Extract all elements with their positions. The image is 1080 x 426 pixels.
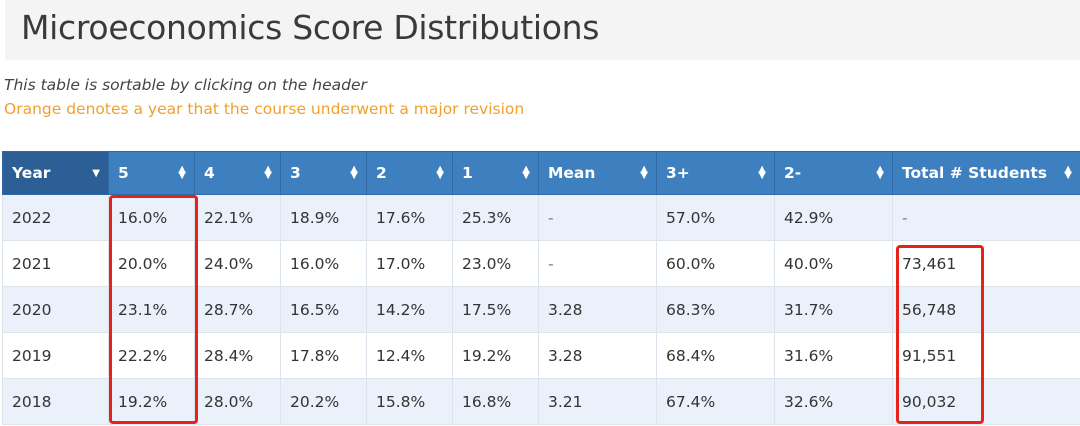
table-cell: 68.3% (656, 286, 775, 333)
table-cell: 40.0% (774, 240, 893, 287)
table-row: 2020 23.1% 28.7% 16.5% 14.2% 17.5% 3.28 68.3% 31… (2, 286, 1080, 333)
table-cell: 20.0% (108, 240, 195, 287)
score-distribution-table: Year ▼ 5 ▲ ▼ 4 ▲ ▼ 3 ▲ ▼ 2 ▲ ▼ 1 ▲ ▼ Mean ▲ ▼ 3+ ▲ ▼ 2-… (2, 151, 1080, 425)
table-cell: 28.0% (194, 378, 281, 425)
table-cell: 16.0% (280, 240, 367, 287)
table-row: 2021 20.0% 24.0% 16.0% 17.0% 23.0% -60.0% 40.0%… (2, 240, 1080, 287)
header-score-1[interactable]: 1 ▲ ▼ (452, 151, 539, 195)
table-cell: 16.8% (452, 378, 539, 425)
header-label: 5 (118, 164, 129, 182)
table-cell: 17.6% (366, 194, 453, 241)
table-cell: 32.6% (774, 378, 893, 425)
header-total-students[interactable]: Total # Students ▲ ▼ (892, 151, 1080, 195)
sort-updown-icon: ▲ ▼ (522, 164, 530, 181)
table-cell: 14.2% (366, 286, 453, 333)
table-cell: 20.2% (280, 378, 367, 425)
revision-note: Orange denotes a year that the course un… (4, 100, 525, 118)
table-cell: 16.5% (280, 286, 367, 333)
header-label: 3+ (666, 164, 690, 182)
table-cell: 68.4% (656, 332, 775, 379)
table-cell: 19.2% (108, 378, 195, 425)
sort-updown-icon: ▲ ▼ (264, 164, 272, 181)
table-cell: 12.4% (366, 332, 453, 379)
header-score-5[interactable]: 5 ▲ ▼ (108, 151, 195, 195)
table-cell: 23.0% (452, 240, 539, 287)
sort-updown-icon: ▲ ▼ (1064, 164, 1072, 181)
table-cell: - (538, 240, 657, 287)
header-label: 2 (376, 164, 387, 182)
table-cell: 42.9% (774, 194, 893, 241)
caret-down-icon: ▼ (92, 168, 100, 179)
table-cell: 23.1% (108, 286, 195, 333)
header-3-plus[interactable]: 3+ ▲ ▼ (656, 151, 775, 195)
table-cell: 16.0% (108, 194, 195, 241)
sort-updown-icon: ▲ ▼ (758, 164, 766, 181)
table-cell: 56,748 (892, 286, 1080, 333)
header-score-2[interactable]: 2 ▲ ▼ (366, 151, 453, 195)
table-cell: 17.5% (452, 286, 539, 333)
header-score-3[interactable]: 3 ▲ ▼ (280, 151, 367, 195)
header-label: Mean (548, 164, 596, 182)
table-cell: - (892, 194, 1080, 241)
table-cell: - (538, 194, 657, 241)
sortable-note: This table is sortable by clicking on th… (4, 76, 367, 94)
sort-updown-icon: ▲ ▼ (350, 164, 358, 181)
table-cell: 22.1% (194, 194, 281, 241)
header-label: Year (12, 164, 51, 182)
table-row: 2018 19.2% 28.0% 20.2% 15.8% 16.8% 3.21 67.4% 32… (2, 378, 1080, 425)
header-2-minus[interactable]: 2- ▲ ▼ (774, 151, 893, 195)
table-cell: 19.2% (452, 332, 539, 379)
table-cell: 17.0% (366, 240, 453, 287)
table-row: 2019 22.2% 28.4% 17.8% 12.4% 19.2% 3.28 68.4% 31… (2, 332, 1080, 379)
table-cell: 18.9% (280, 194, 367, 241)
table-cell: 3.28 (538, 332, 657, 379)
table-cell: 2021 (2, 240, 109, 287)
header-label: 3 (290, 164, 301, 182)
header-row: Year ▼ 5 ▲ ▼ 4 ▲ ▼ 3 ▲ ▼ 2 ▲ ▼ 1 ▲ ▼ Mean ▲ ▼ 3+ ▲ ▼ 2-… (2, 151, 1080, 195)
table-cell: 17.8% (280, 332, 367, 379)
table-cell: 67.4% (656, 378, 775, 425)
header-mean[interactable]: Mean ▲ ▼ (538, 151, 657, 195)
table-cell: 25.3% (452, 194, 539, 241)
sort-updown-icon: ▲ ▼ (436, 164, 444, 181)
table-cell: 57.0% (656, 194, 775, 241)
header-year[interactable]: Year ▼ (2, 151, 109, 195)
table-cell: 2019 (2, 332, 109, 379)
sort-updown-icon: ▲ ▼ (640, 164, 648, 181)
sort-updown-icon: ▲ ▼ (178, 164, 186, 181)
table-cell: 28.7% (194, 286, 281, 333)
table-cell: 24.0% (194, 240, 281, 287)
table-cell: 90,032 (892, 378, 1080, 425)
title-bar: Microeconomics Score Distributions (5, 0, 1080, 60)
header-score-4[interactable]: 4 ▲ ▼ (194, 151, 281, 195)
table-cell: 3.21 (538, 378, 657, 425)
header-label: 2- (784, 164, 802, 182)
table-cell: 2020 (2, 286, 109, 333)
table-row: 2022 16.0% 22.1% 18.9% 17.6% 25.3% -57.0% 42.9%… (2, 194, 1080, 241)
table-cell: 31.6% (774, 332, 893, 379)
header-label: Total # Students (902, 164, 1048, 182)
header-label: 4 (204, 164, 215, 182)
table-cell: 3.28 (538, 286, 657, 333)
table-cell: 22.2% (108, 332, 195, 379)
table-cell: 15.8% (366, 378, 453, 425)
table-cell: 60.0% (656, 240, 775, 287)
header-label: 1 (462, 164, 473, 182)
table-cell: 91,551 (892, 332, 1080, 379)
table-cell: 2022 (2, 194, 109, 241)
table-cell: 28.4% (194, 332, 281, 379)
sort-updown-icon: ▲ ▼ (876, 164, 884, 181)
table-cell: 2018 (2, 378, 109, 425)
page-title: Microeconomics Score Distributions (21, 8, 600, 47)
table-cell: 73,461 (892, 240, 1080, 287)
table-cell: 31.7% (774, 286, 893, 333)
